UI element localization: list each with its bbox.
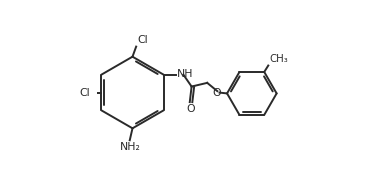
Text: CH₃: CH₃ <box>269 54 288 64</box>
Text: O: O <box>213 88 221 98</box>
Text: Cl: Cl <box>79 88 90 97</box>
Text: NH₂: NH₂ <box>120 142 141 152</box>
Text: Cl: Cl <box>137 35 148 45</box>
Text: NH: NH <box>177 69 193 79</box>
Text: O: O <box>186 104 195 114</box>
